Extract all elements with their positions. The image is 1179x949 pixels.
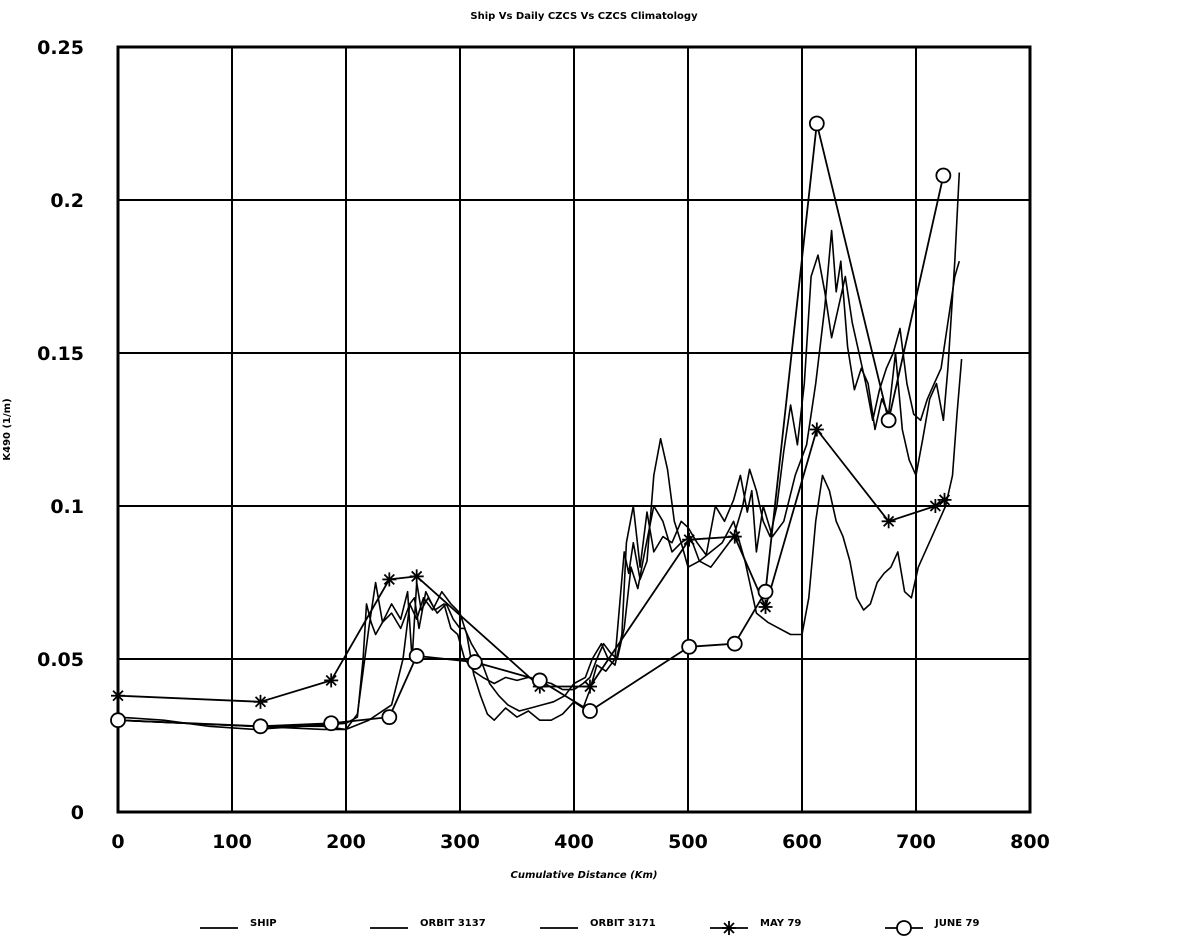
legend-item: ORBIT 3171 xyxy=(540,918,656,929)
y-tick-label: 0.2 xyxy=(50,190,84,212)
legend-label: SHIP xyxy=(250,918,277,929)
data-point xyxy=(757,583,774,600)
legend-label: ORBIT 3171 xyxy=(590,918,656,929)
y-tick-labels: 0 0.05 0.1 0.15 0.2 0.25 xyxy=(37,37,84,824)
y-axis-label: K490 (1/m) xyxy=(2,398,13,460)
data-point xyxy=(253,694,268,709)
data-point xyxy=(880,412,897,429)
y-tick-label: 0.05 xyxy=(37,649,84,671)
data-point xyxy=(808,115,825,132)
data-point xyxy=(681,638,698,655)
y-tick-label: 0 xyxy=(71,802,84,824)
series-line xyxy=(117,172,961,731)
x-tick-label: 300 xyxy=(440,831,480,853)
x-tick-label: 600 xyxy=(782,831,822,853)
grid xyxy=(117,46,1031,813)
series-orbit-3137 xyxy=(117,172,961,731)
data-point xyxy=(928,499,943,513)
series-line xyxy=(117,122,945,728)
y-tick-label: 0.1 xyxy=(50,496,84,518)
data-point xyxy=(324,673,339,688)
data-point xyxy=(809,422,824,437)
legend-label: ORBIT 3137 xyxy=(420,918,486,929)
legend-item: JUNE 79 xyxy=(885,918,979,936)
x-tick-label: 400 xyxy=(554,831,594,853)
x-tick-labels: 0 100 200 300 400 500 600 700 800 xyxy=(111,831,1049,853)
data-point xyxy=(382,572,397,587)
x-tick-label: 0 xyxy=(111,831,124,853)
data-point xyxy=(582,679,597,694)
series-group xyxy=(110,115,963,735)
data-point xyxy=(409,569,424,584)
x-tick-label: 500 xyxy=(668,831,708,853)
x-tick-label: 200 xyxy=(326,831,366,853)
legend-label: JUNE 79 xyxy=(934,918,979,929)
legend-item: ORBIT 3137 xyxy=(370,918,486,929)
data-point xyxy=(727,529,742,544)
legend-marker xyxy=(896,920,912,936)
data-point xyxy=(582,703,598,719)
x-tick-label: 800 xyxy=(1010,831,1050,853)
legend: SHIP ORBIT 3137 ORBIT 3171 MAY 79 JUNE 79 xyxy=(200,918,979,936)
legend-item: MAY 79 xyxy=(710,918,801,935)
data-point xyxy=(110,712,126,729)
x-tick-label: 100 xyxy=(212,831,252,853)
data-point xyxy=(726,635,743,652)
x-tick-label: 700 xyxy=(896,831,936,853)
data-point xyxy=(381,709,398,726)
legend-marker xyxy=(722,921,736,935)
legend-item: SHIP xyxy=(200,918,277,929)
plot-area-frame xyxy=(116,45,1032,814)
data-point xyxy=(935,167,952,184)
legend-label: MAY 79 xyxy=(760,918,801,929)
data-point xyxy=(531,672,548,689)
y-tick-label: 0.15 xyxy=(37,343,84,365)
data-point xyxy=(937,492,952,507)
series-june-79 xyxy=(110,115,952,735)
series-may-79 xyxy=(111,422,952,709)
y-tick-label: 0.25 xyxy=(37,37,84,59)
data-point xyxy=(466,654,483,670)
data-point xyxy=(881,514,896,529)
series-orbit-3171 xyxy=(117,254,961,731)
series-line xyxy=(117,254,961,731)
chart-title: Ship Vs Daily CZCS Vs CZCS Climatology xyxy=(470,11,698,22)
data-point xyxy=(682,532,697,547)
data-point xyxy=(252,718,269,735)
data-point xyxy=(758,599,773,614)
series-line xyxy=(117,428,946,703)
data-point xyxy=(111,688,125,703)
x-axis-label: Cumulative Distance (Km) xyxy=(511,870,658,881)
data-point xyxy=(408,648,425,664)
data-point xyxy=(323,715,340,732)
